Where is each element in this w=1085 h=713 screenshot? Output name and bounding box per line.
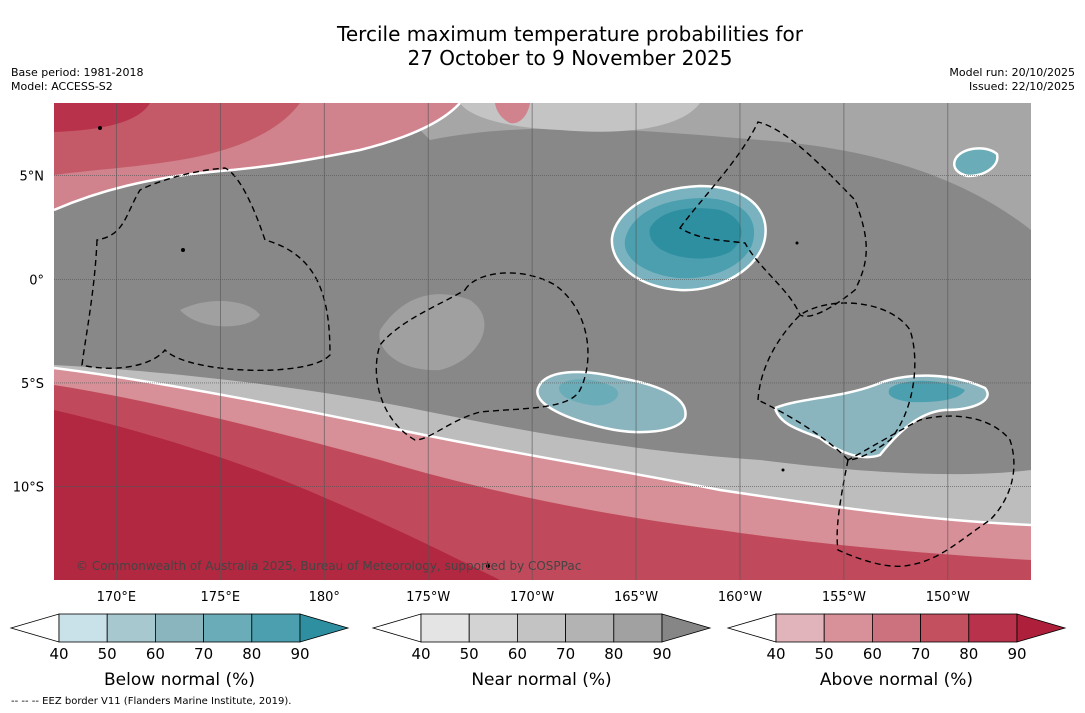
colorbar-tick-label: 60 <box>863 645 882 663</box>
colorbar-segment <box>468 613 518 643</box>
meta-right: Model run: 20/10/2025 Issued: 22/10/2025 <box>949 66 1075 94</box>
colorbar-tick-label: 60 <box>508 645 527 663</box>
colorbar-tick-label: 70 <box>556 645 575 663</box>
eez-border-central <box>375 272 589 441</box>
colorbar-near: 40 50 60 70 80 90 Near normal (%) <box>371 613 712 690</box>
base-period: Base period: 1981-2018 <box>11 66 144 79</box>
near-normal-patch-1 <box>379 294 485 371</box>
colorbar-segment <box>420 613 470 643</box>
eez-border-south-east <box>836 415 1015 567</box>
y-tick-label: 5°S <box>21 377 44 392</box>
eez-borders <box>81 121 1015 567</box>
colorbar-over-arrow <box>1016 613 1067 643</box>
colorbar-tick-label: 80 <box>604 645 623 663</box>
eez-legend-note: -- -- -- EEZ border V11 (Flanders Marine… <box>11 696 292 707</box>
colorbar-tick-label: 80 <box>959 645 978 663</box>
below-normal-region-south-1-core <box>559 379 619 406</box>
colorbar-below: 40 50 60 70 80 90 Below normal (%) <box>9 613 350 690</box>
near-normal-region-north <box>390 103 1031 230</box>
gridlines <box>54 103 1031 580</box>
y-tick-label: 10°S <box>13 481 44 496</box>
eez-border-south-central <box>757 302 916 461</box>
model-run: Model run: 20/10/2025 <box>949 66 1075 79</box>
x-tick-label: 155°W <box>822 590 866 605</box>
colorbar-segment <box>565 613 615 643</box>
below-normal-region-central-core <box>649 208 742 259</box>
contour-above-south <box>54 366 1031 527</box>
colorbar-segment <box>613 613 663 643</box>
x-tick-label: 160°W <box>718 590 762 605</box>
colorbar-segment <box>968 613 1018 643</box>
colorbar-segment <box>58 613 108 643</box>
colorbar-tick-label: 90 <box>1007 645 1026 663</box>
colorbar-over-arrow <box>299 613 350 643</box>
title-line-1: Tercile maximum temperature probabilitie… <box>337 22 803 46</box>
below-normal-region-south-2-core <box>888 380 965 403</box>
colorbar-tick-label: 80 <box>242 645 261 663</box>
above-normal-north-peak <box>54 103 150 132</box>
x-tick-label: 165°W <box>614 590 658 605</box>
y-tick-label: 0° <box>29 273 44 288</box>
colorbar-under-arrow <box>371 613 422 643</box>
eez-border-west <box>81 167 331 372</box>
colorbar-tick-label: 90 <box>290 645 309 663</box>
colorbar-under-arrow <box>726 613 777 643</box>
colorbar-tick-label: 40 <box>766 645 785 663</box>
colorbar-tick-label: 50 <box>98 645 117 663</box>
colorbar-segment <box>872 613 922 643</box>
meta-left: Base period: 1981-2018 Model: ACCESS-S2 <box>11 66 143 94</box>
x-tick-label: 150°W <box>926 590 970 605</box>
map-area: © Commonwealth of Australia 2025, Bureau… <box>54 103 1031 580</box>
colorbar-tick-label: 60 <box>146 645 165 663</box>
colorbar-segment <box>517 613 567 643</box>
contour-above-north <box>54 103 461 212</box>
colorbar-label: Above normal (%) <box>820 670 973 690</box>
issued-date: Issued: 22/10/2025 <box>968 80 1075 93</box>
colorbar-segment <box>203 613 253 643</box>
y-tick-label: 5°N <box>20 170 45 185</box>
x-tick-label: 180° <box>309 590 340 605</box>
model-name: Model: ACCESS-S2 <box>11 80 113 93</box>
colorbar-tick-label: 40 <box>411 645 430 663</box>
x-tick-label: 170°E <box>97 590 137 605</box>
copyright-notice: © Commonwealth of Australia 2025, Bureau… <box>76 559 581 573</box>
islands <box>98 126 799 568</box>
colorbar-under-arrow <box>9 613 60 643</box>
island <box>795 241 799 245</box>
colorbar-tick-label: 90 <box>652 645 671 663</box>
x-axis-ticks: 170°E 175°E 180° 175°W 170°W 165°W 160°W 155°W 1… <box>97 590 970 605</box>
colorbar-tick-label: 50 <box>460 645 479 663</box>
colorbar-segment <box>251 613 301 643</box>
x-tick-label: 175°E <box>201 590 241 605</box>
above-normal-south-core <box>54 410 500 580</box>
x-tick-label: 175°W <box>406 590 450 605</box>
y-axis-ticks: 5°N 0° 5°S 10°S <box>13 170 44 496</box>
chart-title: Tercile maximum temperature probabilitie… <box>0 22 1085 70</box>
colorbar-segment <box>823 613 873 643</box>
colorbar-label: Near normal (%) <box>471 670 611 690</box>
eez-border-north-central <box>678 121 867 317</box>
colorbar-segment <box>775 613 825 643</box>
colorbar-segment <box>154 613 204 643</box>
colorbar-tick-label: 70 <box>194 645 213 663</box>
colorbar-above: 40 50 60 70 80 90 Above normal (%) <box>726 613 1067 690</box>
below-normal-region-ne <box>953 147 999 178</box>
island <box>181 248 185 252</box>
colorbar-tick-label: 50 <box>815 645 834 663</box>
colorbar-tick-label: 40 <box>49 645 68 663</box>
colorbar-label: Below normal (%) <box>104 670 255 690</box>
title-line-2: 27 October to 9 November 2025 <box>407 46 733 70</box>
colorbar-tick-label: 70 <box>911 645 930 663</box>
colorbar-over-arrow <box>661 613 712 643</box>
above-normal-small-north <box>495 103 530 124</box>
colorbar-segment <box>106 613 156 643</box>
x-tick-label: 170°W <box>510 590 554 605</box>
colorbars: 40 50 60 70 80 90 Below normal (%) 40 50 60 70 80 90… <box>9 613 1067 690</box>
island <box>98 126 102 130</box>
colorbar-segment <box>920 613 970 643</box>
island <box>486 564 490 568</box>
island <box>781 468 785 472</box>
